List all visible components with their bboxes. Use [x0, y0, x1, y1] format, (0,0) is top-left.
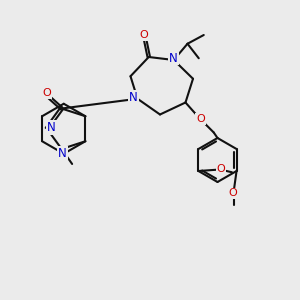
Text: O: O: [196, 114, 205, 124]
Text: N: N: [47, 121, 56, 134]
Text: N: N: [129, 91, 138, 104]
Text: O: O: [228, 188, 237, 199]
Text: N: N: [58, 147, 67, 160]
Text: N: N: [169, 52, 178, 64]
Text: O: O: [217, 164, 225, 174]
Text: O: O: [140, 30, 148, 40]
Text: O: O: [42, 88, 51, 98]
